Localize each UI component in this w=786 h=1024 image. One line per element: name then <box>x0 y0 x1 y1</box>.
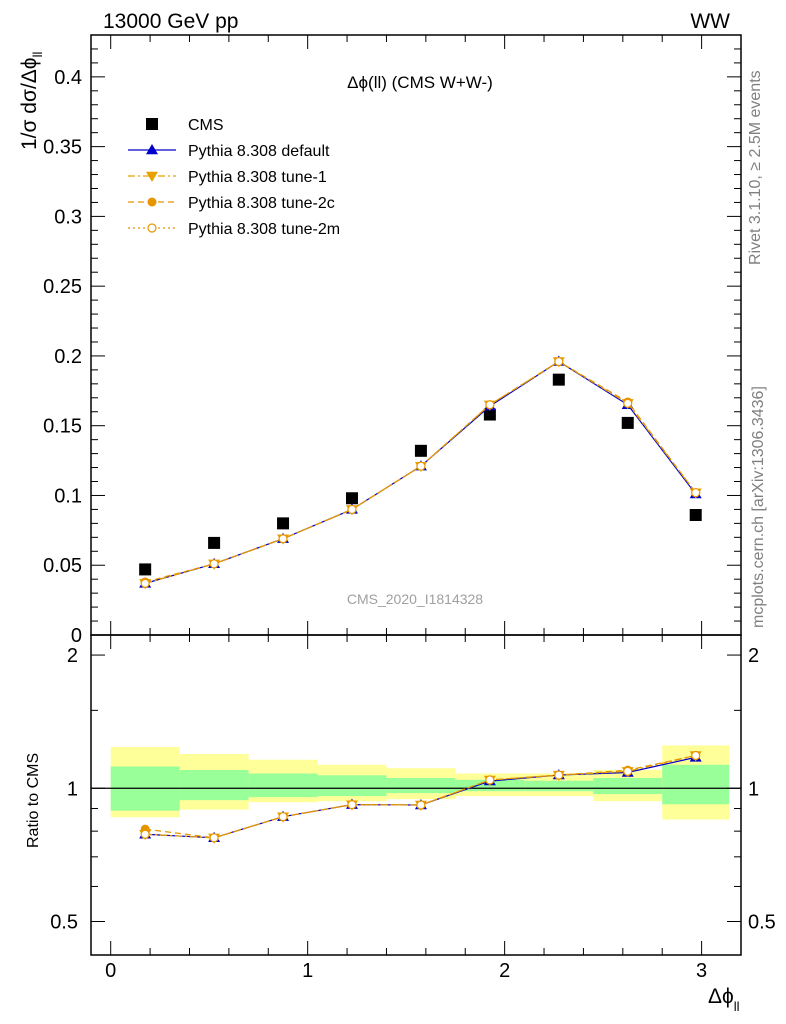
ratio-uncertainty-bands <box>110 745 730 820</box>
y-tick-label-ratio-right-1: 1 <box>748 778 759 800</box>
legend-entry-0: CMS <box>146 117 224 134</box>
header-left: 13000 GeV pp <box>103 10 238 33</box>
y-tick-label-main-6: 0.3 <box>54 206 82 228</box>
legend-entry-1: Pythia 8.308 default <box>128 143 330 160</box>
legend-marker-2 <box>146 171 158 182</box>
data-point-4-3 <box>347 504 357 515</box>
ratio-point-4-4 <box>416 800 426 810</box>
x-tick-label-1: 1 <box>302 960 313 982</box>
legend-marker-3 <box>147 197 157 207</box>
data-point-4-6 <box>554 356 564 367</box>
ratio-point-4-5 <box>485 775 495 785</box>
ratio-point-4-1 <box>209 833 219 843</box>
y-tick-label-main-8: 0.4 <box>54 67 82 89</box>
x-tick-label-2: 2 <box>499 960 510 982</box>
x-tick-label-3: 3 <box>696 960 707 982</box>
x-axis-title-subscript: ll <box>734 999 740 1014</box>
ratio-band-inner-6 <box>524 780 594 792</box>
series-line-main-1 <box>145 360 697 584</box>
series-main-0 <box>139 373 702 576</box>
ratio-point-4-2 <box>278 812 288 822</box>
ratio-band-inner-1 <box>179 769 249 801</box>
mcplots-label: mcplots.cern.ch [arXiv:1306.3436] <box>750 386 767 628</box>
y-tick-label-main-2: 0.1 <box>54 485 82 507</box>
data-point-0-1 <box>208 536 221 549</box>
data-point-0-2 <box>277 517 290 530</box>
data-point-4-8 <box>691 488 701 498</box>
data-point-4-2 <box>278 534 288 544</box>
data-point-0-6 <box>552 373 565 386</box>
header-right: WW <box>690 10 730 33</box>
legend-entry-3: Pythia 8.308 tune-2c <box>128 195 335 212</box>
data-point-4-4 <box>416 461 426 471</box>
data-point-0-0 <box>139 563 152 576</box>
x-axis-title-label: Δϕ <box>708 985 734 1008</box>
ratio-point-4-8 <box>691 750 701 761</box>
series-line-main-2 <box>145 360 697 584</box>
ratio-point-4-7 <box>623 766 633 776</box>
main-plot-area <box>139 355 702 590</box>
y-tick-label-ratio-right-0: 0.5 <box>748 911 776 933</box>
y-axis-title-ratio: Ratio to CMS <box>25 753 42 848</box>
x-axis-title: Δϕll <box>708 985 740 1014</box>
y-tick-label-ratio-right-2: 2 <box>748 645 759 667</box>
y-tick-label-ratio-1: 1 <box>67 778 78 800</box>
series-ratio-4 <box>140 750 701 843</box>
legend-marker-0 <box>146 118 158 130</box>
series-main-2 <box>139 357 702 590</box>
ratio-band-inner-7 <box>593 777 663 795</box>
y-tick-label-ratio-0: 0.5 <box>50 911 78 933</box>
legend-label-3: Pythia 8.308 tune-2c <box>188 195 335 212</box>
series-main-1 <box>139 355 702 588</box>
y-tick-label-main-0: 0 <box>71 625 82 647</box>
x-tick-label-0: 0 <box>105 960 116 982</box>
data-point-0-8 <box>689 509 702 521</box>
legend-marker-4 <box>147 223 157 233</box>
series-line-main-4 <box>145 360 697 584</box>
plot-title: Δϕ(ll) (CMS W+W-) <box>347 73 493 92</box>
legend-label-2: Pythia 8.308 tune-1 <box>188 169 327 186</box>
legend-label-4: Pythia 8.308 tune-2m <box>188 221 340 238</box>
y-tick-label-main-3: 0.15 <box>43 416 82 438</box>
axes-ticks: 0 1 2 3 0 0.05 0.1 0.15 0.2 0.25 0.3 0.35 0.4 0.5 0.5 1… <box>43 35 776 982</box>
legend: CMS Pythia 8.308 default Pythia 8.308 tune… <box>128 117 340 238</box>
ratio-point-4-3 <box>347 800 357 810</box>
rivet-version-label: Rivet 3.1.10, ≥ 2.5M events <box>747 70 764 265</box>
data-point-4-1 <box>209 559 219 569</box>
ratio-plot-area <box>91 750 741 844</box>
ratio-plot-frame <box>90 634 742 956</box>
ratio-band-inner-4 <box>386 777 456 794</box>
data-point-4-5 <box>485 400 495 410</box>
legend-label-0: CMS <box>188 117 224 134</box>
y-tick-label-main-7: 0.35 <box>43 137 82 159</box>
ratio-band-inner-8 <box>662 764 730 805</box>
data-point-4-0 <box>140 578 150 588</box>
ratio-band-inner-3 <box>317 775 387 797</box>
legend-marker-1 <box>146 144 158 155</box>
y-axis-title-main: 1/σ dσ/Δϕll <box>18 52 45 150</box>
series-line-main-3 <box>145 360 697 583</box>
analysis-watermark: CMS_2020_I1814328 <box>347 591 483 607</box>
ratio-point-4-0 <box>140 829 150 839</box>
ratio-band-inner-2 <box>248 773 318 798</box>
y-tick-label-main-5: 0.25 <box>43 276 82 298</box>
legend-entry-2: Pythia 8.308 tune-1 <box>128 169 327 186</box>
data-point-4-7 <box>623 398 633 408</box>
y-tick-label-main-4: 0.2 <box>54 346 82 368</box>
y-axis-title-main-label: 1/σ dσ/Δϕ <box>18 57 41 150</box>
y-tick-label-ratio-2: 2 <box>67 645 78 667</box>
data-point-0-7 <box>621 416 634 429</box>
data-point-0-4 <box>414 444 427 457</box>
data-point-0-3 <box>345 492 358 505</box>
legend-entry-4: Pythia 8.308 tune-2m <box>128 221 340 238</box>
legend-label-1: Pythia 8.308 default <box>188 143 330 160</box>
y-tick-label-main-1: 0.05 <box>43 555 82 577</box>
ratio-point-4-6 <box>554 770 564 780</box>
y-axis-title-main-subscript: ll <box>30 52 45 58</box>
data-point-0-5 <box>483 408 496 421</box>
y-axis-title-main-text: 1/σ dσ/Δϕll <box>18 52 45 150</box>
series-main-3 <box>140 357 701 587</box>
series-main-4 <box>140 356 701 588</box>
